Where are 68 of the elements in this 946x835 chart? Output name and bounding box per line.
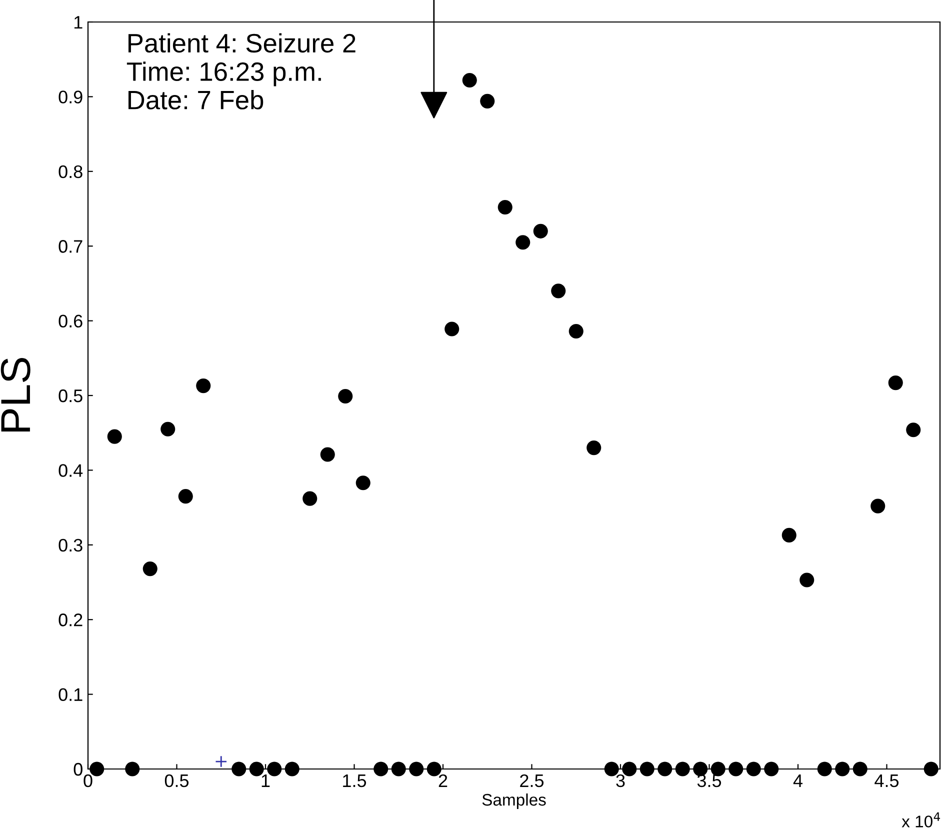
- y-tick-label: 0.5: [58, 389, 82, 402]
- point: [551, 284, 566, 298]
- y-tick-label: 0.3: [58, 538, 82, 552]
- x-tick-label: 0: [84, 774, 92, 788]
- y-tick-label: 0.7: [58, 240, 82, 253]
- point: [302, 491, 318, 506]
- point: [391, 762, 406, 776]
- point: [462, 72, 477, 88]
- point: [586, 440, 602, 456]
- x-tick-label: 2: [438, 774, 448, 787]
- point: [125, 762, 140, 776]
- point: [356, 476, 370, 490]
- point: [710, 762, 726, 776]
- x-tick-label: 0.5: [164, 774, 189, 788]
- point: [782, 528, 796, 542]
- point: [817, 762, 832, 776]
- x-tick-label: 1: [262, 774, 270, 787]
- y-tick-label: 0.9: [58, 90, 82, 104]
- point: [338, 388, 353, 404]
- y-tick-label: 0.1: [58, 688, 82, 702]
- point: [888, 376, 903, 390]
- x-tick-label: 3: [616, 774, 625, 788]
- x-tick-label: 2.5: [520, 774, 544, 788]
- point: [800, 572, 814, 588]
- point: [142, 562, 158, 576]
- point: [640, 762, 654, 776]
- point: [249, 762, 264, 776]
- point: [107, 429, 122, 444]
- point: [746, 762, 761, 776]
- y-tick-label: 0: [74, 762, 82, 776]
- y-tick-label: 0.2: [58, 614, 82, 626]
- point: [498, 200, 512, 215]
- point: [764, 762, 779, 776]
- point: [533, 224, 548, 238]
- point: [516, 235, 530, 250]
- point: [409, 762, 424, 776]
- point: [658, 762, 672, 776]
- x-tick-label: 4.5: [874, 774, 899, 788]
- y-tick-label: 0.6: [58, 314, 82, 328]
- x-axis-title: Samples: [482, 793, 546, 810]
- annotation: Patient 4: Seizure 2 Time: 16:23 p.m. Date: 7 Feb: [126, 33, 356, 110]
- y-tick-label: 0.8: [58, 165, 82, 178]
- y-axis-title: PLS: [0, 358, 30, 432]
- point: [374, 762, 388, 776]
- y-tick-label: 1: [74, 16, 82, 29]
- x-tick-label: 1.5: [343, 774, 366, 788]
- point: [196, 378, 211, 394]
- y-tick-label: 0.4: [58, 464, 83, 477]
- text: x 10$^{4}$: [902, 812, 940, 828]
- point: [320, 447, 335, 462]
- point: [675, 762, 690, 776]
- point: [284, 762, 300, 776]
- point: [178, 489, 193, 504]
- point: [232, 762, 246, 776]
- point: [852, 762, 868, 776]
- point: [693, 762, 708, 776]
- point: [480, 94, 495, 108]
- point: [444, 322, 460, 336]
- point: [924, 762, 938, 776]
- point: [835, 762, 850, 776]
- point: [728, 762, 744, 776]
- point: [870, 498, 886, 514]
- x-tick-label: 4: [793, 774, 802, 787]
- point: [160, 422, 176, 436]
- point: [906, 422, 921, 438]
- point: [215, 755, 228, 768]
- point: [267, 762, 282, 776]
- point: [568, 324, 584, 339]
